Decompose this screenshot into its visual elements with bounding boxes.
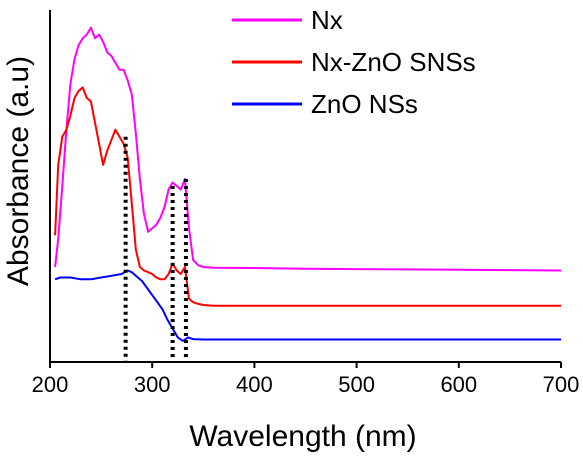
- x-axis-title: Wavelength (nm): [189, 420, 416, 453]
- x-tick-label-4: 600: [440, 372, 477, 397]
- x-tick-label-2: 400: [236, 372, 273, 397]
- series-line-0: [54, 26, 562, 272]
- x-tick-label-5: 700: [543, 372, 580, 397]
- series-line-1: [54, 86, 561, 307]
- series-line-2: [54, 269, 561, 342]
- legend-label-2: ZnO NSs: [311, 89, 418, 119]
- plot-area: [54, 26, 562, 362]
- axes: 200 300 400 500 600 700: [32, 10, 580, 397]
- x-tick-label-1: 300: [134, 372, 171, 397]
- legend-label-0: Nx: [311, 5, 343, 35]
- legend: Nx Nx-ZnO SNSs ZnO NSs: [232, 5, 476, 119]
- x-tick-label-0: 200: [32, 372, 69, 397]
- y-axis-title: Absorbance (a.u): [2, 56, 35, 286]
- x-tick-label-3: 500: [338, 372, 375, 397]
- legend-label-1: Nx-ZnO SNSs: [311, 47, 476, 77]
